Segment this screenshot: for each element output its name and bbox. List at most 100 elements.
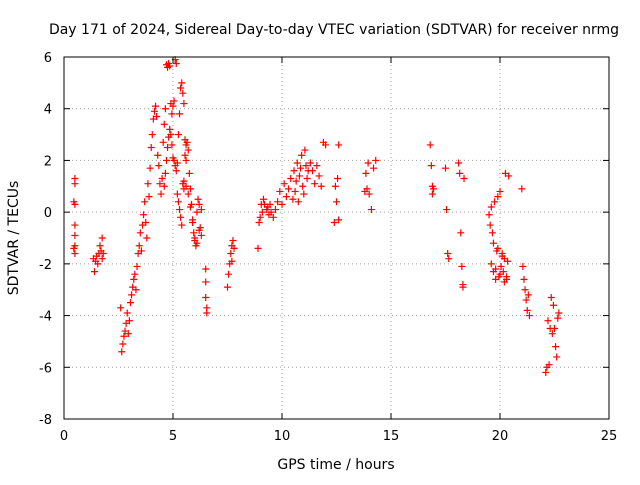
data-point bbox=[158, 175, 166, 183]
data-point bbox=[335, 141, 343, 149]
data-point bbox=[306, 159, 314, 167]
data-point bbox=[143, 234, 151, 242]
data-point bbox=[496, 270, 504, 278]
data-point bbox=[124, 330, 132, 338]
data-point bbox=[144, 180, 152, 188]
data-point bbox=[119, 340, 127, 348]
data-point bbox=[197, 206, 205, 214]
data-point bbox=[71, 200, 79, 208]
grid bbox=[64, 57, 609, 419]
data-point bbox=[197, 231, 205, 239]
data-point bbox=[525, 312, 533, 320]
data-point bbox=[71, 221, 79, 229]
data-point bbox=[266, 200, 274, 208]
data-point bbox=[120, 332, 128, 340]
data-point bbox=[287, 175, 295, 183]
data-point bbox=[131, 270, 139, 278]
plot-frame bbox=[63, 56, 610, 420]
x-axis-label: GPS time / hours bbox=[277, 457, 394, 473]
data-point bbox=[160, 182, 168, 190]
data-point bbox=[99, 250, 107, 258]
data-point bbox=[455, 159, 463, 167]
data-point bbox=[491, 198, 499, 206]
data-point bbox=[128, 291, 136, 299]
data-point bbox=[152, 102, 160, 110]
data-point bbox=[179, 89, 187, 97]
data-point bbox=[303, 175, 311, 183]
data-point bbox=[330, 218, 338, 226]
data-point bbox=[428, 190, 436, 198]
data-point bbox=[224, 283, 231, 291]
data-point bbox=[136, 229, 144, 237]
data-point bbox=[123, 309, 131, 317]
data-point bbox=[311, 180, 319, 188]
data-point bbox=[202, 265, 210, 273]
data-point bbox=[497, 262, 505, 270]
data-point bbox=[444, 250, 452, 258]
data-point bbox=[182, 156, 190, 164]
data-point bbox=[488, 229, 496, 237]
data-point bbox=[317, 182, 325, 190]
data-point bbox=[130, 275, 138, 283]
data-point bbox=[292, 177, 300, 185]
data-point bbox=[430, 185, 438, 193]
data-point bbox=[126, 299, 134, 307]
data-point bbox=[161, 169, 169, 177]
data-point bbox=[315, 172, 323, 180]
y-tick-label: 4 bbox=[44, 103, 52, 118]
data-point bbox=[291, 187, 299, 195]
data-point bbox=[494, 244, 502, 252]
data-point bbox=[170, 97, 178, 105]
y-tick-label: 2 bbox=[44, 154, 52, 169]
data-point bbox=[331, 182, 339, 190]
data-point bbox=[174, 131, 182, 139]
data-point bbox=[203, 309, 211, 317]
y-tick-label: -2 bbox=[39, 258, 52, 273]
data-point bbox=[295, 172, 303, 180]
data-point bbox=[545, 361, 553, 369]
data-point bbox=[193, 239, 201, 247]
data-point bbox=[290, 167, 298, 175]
x-tick-label: 25 bbox=[601, 429, 618, 444]
data-point bbox=[492, 275, 500, 283]
data-point bbox=[549, 301, 557, 309]
axis-ticks: 0 5 10 15 20 25 -8 -6 -4 -2 0 2 4 6 bbox=[39, 51, 617, 444]
data-point bbox=[137, 247, 145, 255]
data-point bbox=[180, 177, 188, 185]
x-tick-label: 10 bbox=[274, 429, 291, 444]
data-point bbox=[443, 206, 451, 214]
data-point bbox=[169, 102, 177, 110]
data-point bbox=[259, 195, 267, 203]
data-point bbox=[160, 120, 168, 128]
data-point bbox=[278, 200, 286, 208]
data-point bbox=[522, 296, 530, 304]
data-point bbox=[173, 190, 181, 198]
data-point bbox=[274, 198, 282, 206]
data-point bbox=[293, 159, 301, 167]
data-point bbox=[445, 255, 453, 263]
data-point bbox=[71, 250, 79, 258]
data-point bbox=[555, 309, 563, 317]
y-tick-label: -4 bbox=[39, 310, 52, 325]
data-point bbox=[456, 169, 464, 177]
data-point bbox=[523, 306, 531, 314]
data-point bbox=[227, 250, 235, 258]
chart-title: Day 171 of 2024, Sidereal Day-to-day VTE… bbox=[49, 22, 619, 38]
data-point bbox=[548, 330, 556, 338]
data-point bbox=[166, 62, 174, 70]
data-point bbox=[186, 185, 194, 193]
data-point bbox=[98, 234, 106, 242]
data-point bbox=[230, 244, 238, 252]
data-point bbox=[174, 198, 182, 206]
data-point bbox=[365, 190, 373, 198]
data-point bbox=[551, 325, 558, 332]
data-point bbox=[496, 187, 504, 195]
data-point bbox=[173, 159, 181, 167]
data-point bbox=[118, 348, 126, 356]
data-point bbox=[298, 151, 306, 159]
data-point bbox=[133, 262, 141, 270]
x-tick-label: 15 bbox=[383, 429, 400, 444]
data-point bbox=[155, 162, 163, 170]
data-point bbox=[178, 79, 186, 87]
